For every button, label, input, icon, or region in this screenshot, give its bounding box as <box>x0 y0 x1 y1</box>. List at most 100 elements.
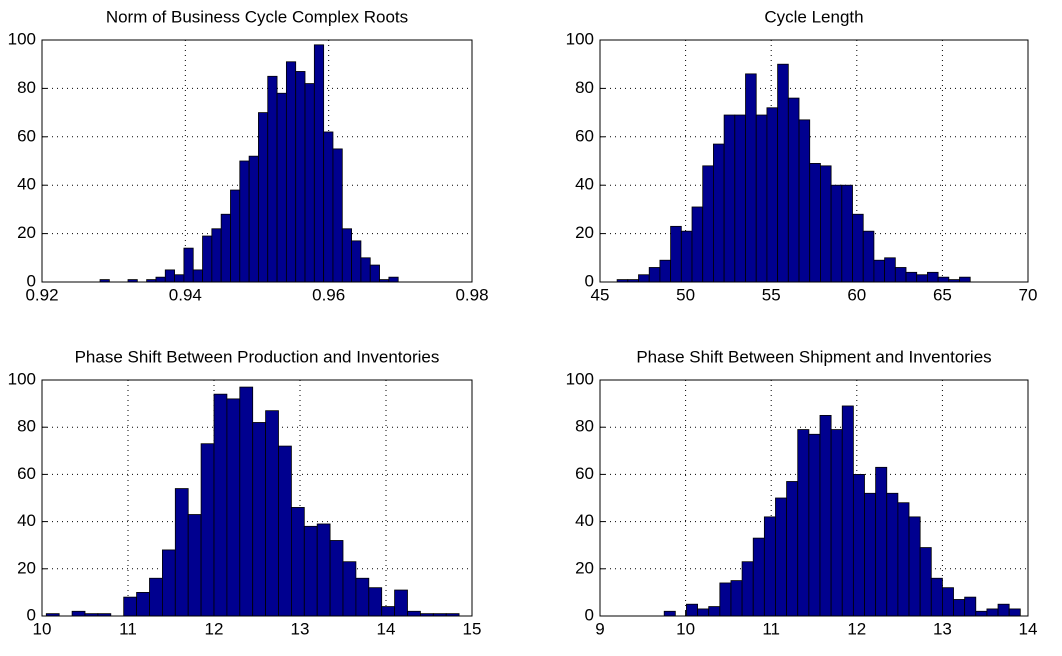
axes-frame <box>41 379 473 617</box>
bar <box>313 44 325 283</box>
bar <box>686 603 698 617</box>
bar <box>276 92 287 283</box>
bar <box>123 596 137 617</box>
x-tick-label: 0.92 <box>25 285 58 304</box>
y-tick-label: 80 <box>17 78 36 97</box>
bar <box>680 230 693 283</box>
x-tick-label: 12 <box>847 619 866 638</box>
bar <box>786 481 799 617</box>
bar <box>862 230 875 283</box>
bar <box>930 577 943 617</box>
bar <box>908 516 921 617</box>
y-tick-label: 20 <box>17 223 36 242</box>
bar <box>394 589 408 617</box>
bar <box>708 606 721 617</box>
bar <box>916 274 928 283</box>
y-tick-label: 80 <box>17 417 36 436</box>
y-tick-label: 0 <box>27 271 36 290</box>
chart-title: Norm of Business Cycle Complex Roots <box>106 7 408 26</box>
bar <box>797 429 810 617</box>
y-tick-label: 0 <box>27 605 36 624</box>
bar <box>174 274 185 283</box>
bar <box>239 386 254 617</box>
bar <box>1008 608 1021 617</box>
bar <box>200 443 215 617</box>
bar <box>230 189 241 283</box>
bar <box>285 61 297 283</box>
y-tick-label: 40 <box>575 175 594 194</box>
bar <box>381 606 396 617</box>
bar <box>894 267 907 283</box>
x-tick-label: 9 <box>595 619 604 638</box>
bar <box>164 269 175 283</box>
bar <box>964 596 977 617</box>
bar <box>905 271 918 283</box>
bar <box>697 608 710 617</box>
bar <box>723 114 736 283</box>
axes-frame <box>599 39 1029 283</box>
bar <box>332 148 343 283</box>
bar <box>71 610 86 617</box>
x-tick-label: 10 <box>33 619 52 638</box>
y-tick-label: 100 <box>566 369 594 388</box>
bar <box>809 163 821 283</box>
bar <box>734 114 746 283</box>
bar <box>830 429 843 617</box>
bar <box>368 587 383 617</box>
bar <box>360 257 371 283</box>
bar <box>265 410 279 617</box>
y-tick-label: 80 <box>575 78 594 97</box>
bar <box>252 422 266 617</box>
bar <box>648 267 661 283</box>
bar <box>202 235 213 283</box>
x-tick-label: 13 <box>291 619 310 638</box>
x-tick-label: 65 <box>933 285 952 304</box>
chart-title: Phase Shift Between Shipment and Invento… <box>636 347 991 366</box>
bar <box>187 514 202 617</box>
x-tick-label: 10 <box>676 619 695 638</box>
bar <box>745 73 757 283</box>
x-tick-label: 0.98 <box>455 285 488 304</box>
bar <box>155 276 166 283</box>
bar <box>226 398 241 617</box>
y-tick-label: 60 <box>575 464 594 483</box>
bar <box>659 259 672 283</box>
bar <box>766 107 779 283</box>
x-tick-label: 55 <box>762 285 781 304</box>
axes-frame <box>41 39 473 283</box>
x-tick-label: 50 <box>676 285 695 304</box>
chart-title: Phase Shift Between Production and Inven… <box>75 347 440 366</box>
y-tick-label: 80 <box>575 417 594 436</box>
bar <box>819 414 832 617</box>
bar <box>663 610 676 617</box>
x-tick-label: 60 <box>847 285 866 304</box>
bar <box>702 165 714 283</box>
x-tick-label: 11 <box>119 619 137 638</box>
bar <box>986 608 999 617</box>
bar <box>192 269 203 283</box>
bar <box>161 549 176 617</box>
bar <box>852 473 865 617</box>
y-tick-label: 60 <box>575 126 594 145</box>
y-tick-label: 40 <box>17 175 36 194</box>
bar <box>149 577 163 617</box>
x-tick-label: 0.96 <box>312 285 345 304</box>
y-tick-label: 40 <box>575 511 594 530</box>
bar <box>997 603 1010 617</box>
bar <box>713 143 725 283</box>
x-tick-label: 13 <box>933 619 952 638</box>
bar <box>787 97 800 283</box>
bar <box>258 112 269 283</box>
bar <box>239 160 250 283</box>
bar <box>304 83 315 283</box>
bar <box>897 502 910 617</box>
bar <box>942 587 954 617</box>
bar <box>741 561 754 617</box>
bar <box>841 405 854 617</box>
bar <box>323 131 334 283</box>
bar <box>369 264 380 283</box>
y-tick-label: 20 <box>575 223 594 242</box>
bar <box>752 537 765 617</box>
bar <box>937 276 950 283</box>
